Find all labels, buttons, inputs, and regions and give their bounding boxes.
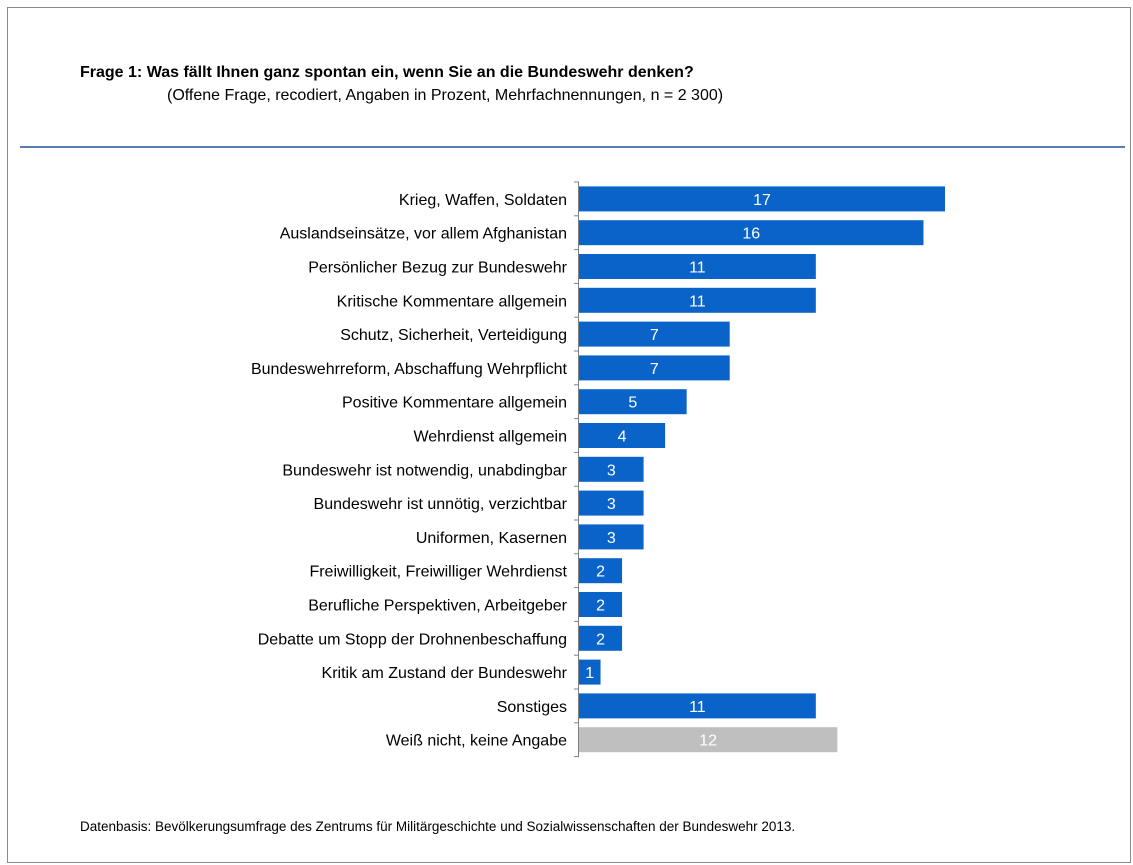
- data-label: 3: [607, 530, 616, 547]
- bar: [579, 659, 601, 685]
- data-label: 3: [607, 496, 616, 513]
- bar: [579, 592, 623, 617]
- category-label: Uniformen, Kasernen: [416, 530, 567, 547]
- data-label: 1: [585, 665, 594, 682]
- category-label: Schutz, Sicherheit, Verteidigung: [340, 327, 567, 344]
- chart-title: Frage 1: Was fällt Ihnen ganz spontan ei…: [80, 64, 694, 81]
- bar: [579, 254, 816, 279]
- bar: [579, 693, 816, 719]
- category-label: Wehrdienst allgemein: [413, 429, 567, 446]
- data-label: 2: [596, 631, 605, 648]
- data-label: 5: [628, 395, 637, 412]
- bar: [579, 727, 838, 753]
- bar: [579, 423, 666, 448]
- category-label: Auslandseinsätze, vor allem Afghanistan: [280, 226, 567, 243]
- bar: [579, 490, 644, 516]
- category-label: Freiwilligkeit, Freiwilliger Wehrdienst: [309, 564, 567, 581]
- data-label: 3: [607, 462, 616, 479]
- category-label: Krieg, Waffen, Soldaten: [399, 192, 567, 209]
- category-label: Sonstiges: [497, 699, 567, 716]
- bar: [579, 456, 644, 482]
- bar: [579, 287, 816, 313]
- category-label: Bundeswehr ist notwendig, unabdingbar: [282, 462, 567, 479]
- category-label: Kritische Kommentare allgemein: [337, 293, 567, 310]
- data-label: 16: [742, 226, 760, 243]
- category-label: Persönlicher Bezug zur Bundeswehr: [308, 260, 567, 277]
- bar: [579, 321, 730, 347]
- category-label: Bundeswehrreform, Abschaffung Wehrpflich…: [251, 361, 568, 378]
- category-label: Positive Kommentare allgemein: [342, 395, 567, 412]
- data-label: 17: [753, 192, 771, 209]
- data-label: 2: [596, 564, 605, 581]
- bar: [579, 355, 730, 381]
- data-label: 4: [618, 429, 627, 446]
- bar: [579, 186, 945, 212]
- category-label: Berufliche Perspektiven, Arbeitgeber: [308, 598, 567, 615]
- data-label: 7: [650, 327, 659, 344]
- bar: [579, 558, 623, 584]
- data-label: 11: [689, 260, 706, 277]
- category-label: Debatte um Stopp der Drohnenbeschaffung: [258, 631, 567, 648]
- category-label: Kritik am Zustand der Bundeswehr: [322, 665, 568, 682]
- data-label: 11: [689, 293, 706, 310]
- bar: [579, 220, 924, 246]
- chart-frame: [7, 7, 1131, 863]
- divider-rule: [20, 146, 1125, 148]
- chart-subtitle: (Offene Frage, recodiert, Angaben in Pro…: [167, 87, 724, 104]
- data-label: 2: [596, 598, 605, 615]
- data-label: 12: [699, 733, 717, 750]
- data-label: 11: [689, 699, 706, 716]
- data-label: 7: [650, 361, 659, 378]
- category-label: Weiß nicht, keine Angabe: [386, 733, 567, 750]
- category-label: Bundeswehr ist unnötig, verzichtbar: [314, 496, 568, 513]
- source-note: Datenbasis: Bevölkerungsumfrage des Zent…: [80, 819, 796, 834]
- bar: [579, 625, 623, 651]
- bar: [579, 389, 687, 415]
- bar: [579, 524, 644, 550]
